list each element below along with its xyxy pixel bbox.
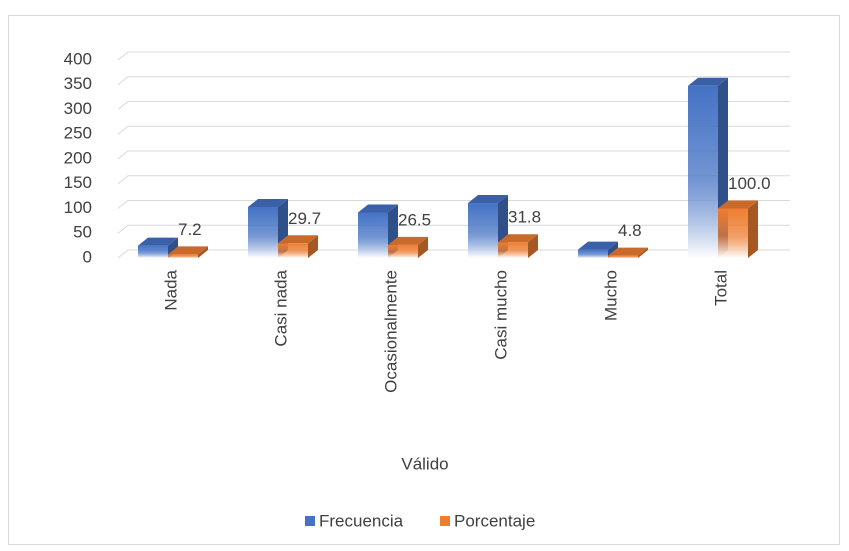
y-tick-label: 400 [64, 49, 92, 68]
grid-line [117, 224, 790, 234]
data-label: 4.8 [618, 221, 642, 240]
bar-top [608, 247, 648, 256]
bar-top [498, 234, 538, 243]
x-tick-label: Casi nada [271, 269, 290, 346]
legend-swatch [305, 516, 315, 526]
bar [498, 242, 528, 258]
grid-line [117, 101, 790, 110]
bar-top [278, 235, 318, 244]
x-tick-label: Mucho [601, 270, 620, 321]
bar [718, 208, 748, 258]
legend-label: Frecuencia [319, 511, 404, 530]
bar [608, 255, 638, 258]
data-label: 100.0 [728, 174, 771, 193]
legend-label: Porcentaje [454, 511, 535, 530]
bar [578, 249, 608, 258]
grid-line [117, 125, 790, 135]
bar-top [388, 236, 428, 245]
y-tick-label: 300 [64, 99, 92, 118]
grid-line [117, 76, 790, 86]
bar [248, 207, 278, 258]
bar-side [748, 200, 758, 258]
bar-top [468, 195, 508, 204]
bar-top [138, 237, 178, 246]
grid-line [117, 175, 790, 185]
y-tick-label: 250 [64, 124, 92, 143]
grid-line [117, 150, 790, 160]
bar-side [198, 246, 208, 258]
x-tick-label: Total [711, 270, 730, 306]
x-tick-label: Casi mucho [491, 270, 510, 360]
x-tick-label: Ocasionalmente [381, 270, 400, 393]
x-tick-label: Nada [161, 269, 180, 310]
bar [358, 212, 388, 258]
bar-top [688, 77, 728, 86]
bar-side [528, 234, 538, 258]
y-tick-label: 0 [83, 247, 92, 266]
bar-side [308, 235, 318, 258]
bar [688, 85, 718, 259]
bar-top [248, 199, 288, 208]
bar [168, 254, 198, 258]
bar [278, 243, 308, 258]
y-tick-label: 350 [64, 74, 92, 93]
data-label: 7.2 [178, 220, 202, 239]
bar-top [718, 200, 758, 209]
grid-line [117, 51, 790, 61]
bar [388, 244, 418, 258]
bar-side [418, 236, 428, 258]
bar-side [638, 247, 648, 258]
bar-top [358, 204, 398, 213]
y-tick-label: 100 [64, 198, 92, 217]
bar-top [578, 241, 618, 250]
y-tick-label: 200 [64, 148, 92, 167]
bar [138, 245, 168, 258]
bar-top [168, 246, 208, 255]
x-axis-title: Válido [401, 454, 448, 473]
data-label: 26.5 [398, 210, 431, 229]
y-tick-label: 150 [64, 173, 92, 192]
grid-line [117, 200, 790, 209]
y-tick-label: 50 [73, 223, 92, 242]
data-label: 31.8 [508, 208, 541, 227]
legend-swatch [440, 516, 450, 526]
grid-line [117, 249, 790, 259]
data-label: 29.7 [288, 209, 321, 228]
bar [468, 203, 498, 258]
